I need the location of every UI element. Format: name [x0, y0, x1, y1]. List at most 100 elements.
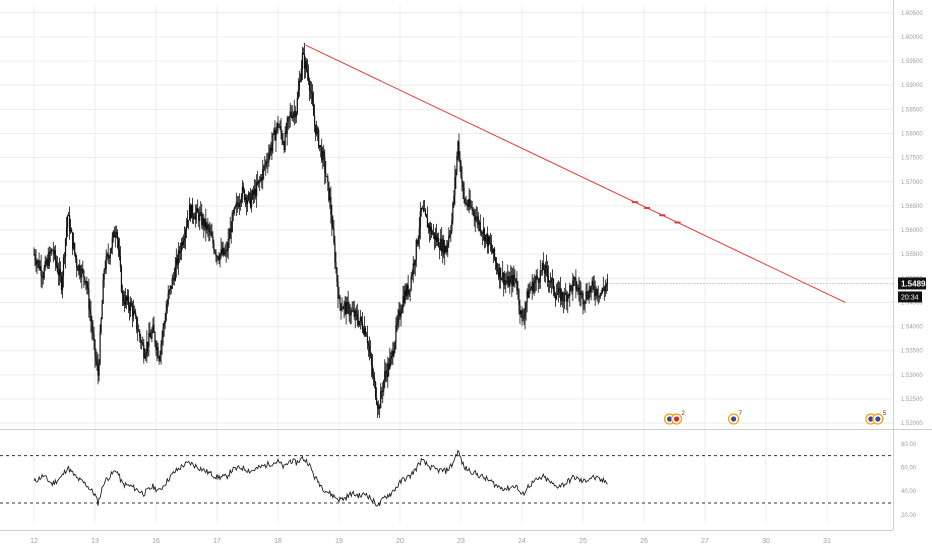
candle-body[interactable]	[205, 218, 207, 230]
candle-body[interactable]	[545, 265, 547, 269]
candle-body[interactable]	[144, 355, 146, 358]
candle-body[interactable]	[213, 243, 215, 252]
candle-body[interactable]	[552, 279, 555, 292]
candle-body[interactable]	[273, 129, 275, 134]
candle-body[interactable]	[183, 238, 186, 241]
candle-body[interactable]	[325, 172, 327, 177]
candle-body[interactable]	[219, 254, 221, 261]
candle-body[interactable]	[360, 317, 362, 323]
candle-body[interactable]	[72, 232, 74, 249]
candle-body[interactable]	[121, 291, 124, 295]
candle-body[interactable]	[266, 161, 268, 163]
candle-body[interactable]	[260, 177, 262, 181]
candle-body[interactable]	[235, 202, 237, 207]
candle-body[interactable]	[555, 295, 558, 300]
candle-body[interactable]	[233, 207, 235, 214]
candle-body[interactable]	[350, 310, 352, 315]
candle-body[interactable]	[212, 236, 214, 244]
candle-body[interactable]	[129, 302, 132, 311]
candle-body[interactable]	[173, 277, 175, 281]
candle-body[interactable]	[43, 268, 45, 278]
candle-body[interactable]	[152, 324, 154, 332]
candle-body[interactable]	[163, 323, 165, 328]
candle-body[interactable]	[299, 80, 301, 82]
candle-body[interactable]	[478, 222, 480, 225]
candle-body[interactable]	[553, 291, 556, 296]
candle-body[interactable]	[571, 285, 573, 291]
candle-body[interactable]	[592, 280, 594, 286]
candle-body[interactable]	[189, 205, 192, 219]
candle-body[interactable]	[228, 238, 230, 240]
candle-body[interactable]	[60, 275, 63, 291]
candle-body[interactable]	[381, 391, 383, 393]
candle-body[interactable]	[370, 355, 373, 366]
candle-body[interactable]	[570, 285, 572, 287]
candle-body[interactable]	[408, 289, 410, 295]
candle-body[interactable]	[106, 254, 108, 257]
candle-body[interactable]	[346, 301, 348, 314]
candle-body[interactable]	[492, 248, 495, 254]
candle-body[interactable]	[146, 341, 148, 353]
candle-body[interactable]	[507, 276, 509, 284]
candle-body[interactable]	[51, 249, 53, 251]
candle-body[interactable]	[562, 292, 564, 300]
candle-body[interactable]	[368, 345, 371, 352]
candle-body[interactable]	[67, 215, 70, 216]
candle-body[interactable]	[127, 296, 130, 307]
candle-body[interactable]	[196, 207, 198, 214]
candle-body[interactable]	[323, 151, 325, 157]
candle-body[interactable]	[308, 80, 311, 91]
candle-body[interactable]	[286, 121, 288, 134]
candle-body[interactable]	[160, 343, 162, 355]
candle-body[interactable]	[292, 113, 294, 119]
candle-body[interactable]	[330, 197, 332, 215]
candle-body[interactable]	[277, 123, 279, 127]
candle-body[interactable]	[95, 356, 97, 362]
candle-body[interactable]	[220, 249, 222, 255]
candle-body[interactable]	[96, 361, 98, 365]
candle-body[interactable]	[338, 296, 340, 299]
candle-body[interactable]	[61, 276, 64, 291]
candle-body[interactable]	[389, 358, 391, 369]
candle-body[interactable]	[580, 292, 582, 296]
candle-body[interactable]	[211, 235, 213, 237]
candle-body[interactable]	[70, 229, 72, 232]
candle-body[interactable]	[479, 222, 481, 232]
candle-body[interactable]	[565, 292, 567, 295]
candle-body[interactable]	[331, 214, 333, 228]
candle-body[interactable]	[165, 311, 167, 321]
candle-body[interactable]	[239, 201, 241, 204]
candle-body[interactable]	[215, 252, 217, 257]
candle-body[interactable]	[515, 278, 517, 282]
candle-body[interactable]	[525, 302, 527, 310]
candle-body[interactable]	[257, 181, 259, 184]
candle-body[interactable]	[591, 280, 593, 287]
candle-body[interactable]	[297, 89, 299, 99]
candle-body[interactable]	[452, 203, 454, 221]
candle-body[interactable]	[195, 213, 197, 220]
candle-body[interactable]	[574, 277, 576, 279]
candle-body[interactable]	[529, 289, 531, 291]
candle-body[interactable]	[321, 146, 323, 161]
candle-body[interactable]	[289, 111, 291, 117]
candle-body[interactable]	[491, 249, 494, 254]
candle-body[interactable]	[388, 363, 390, 369]
candle-body[interactable]	[462, 182, 464, 188]
candle-body[interactable]	[180, 242, 183, 253]
candle-body[interactable]	[533, 283, 535, 292]
candle-body[interactable]	[154, 332, 156, 344]
candle-body[interactable]	[164, 320, 166, 324]
candle-body[interactable]	[434, 235, 437, 240]
candle-body[interactable]	[393, 350, 395, 357]
candle-body[interactable]	[288, 116, 290, 118]
candle-body[interactable]	[594, 292, 596, 296]
candle-body[interactable]	[134, 310, 136, 313]
candle-body[interactable]	[573, 277, 575, 281]
candle-body[interactable]	[457, 141, 459, 157]
candle-body[interactable]	[556, 293, 559, 296]
candle-body[interactable]	[315, 124, 317, 135]
candle-body[interactable]	[90, 312, 92, 322]
candle-body[interactable]	[364, 327, 367, 336]
candle-body[interactable]	[423, 210, 425, 212]
candle-body[interactable]	[471, 207, 473, 211]
